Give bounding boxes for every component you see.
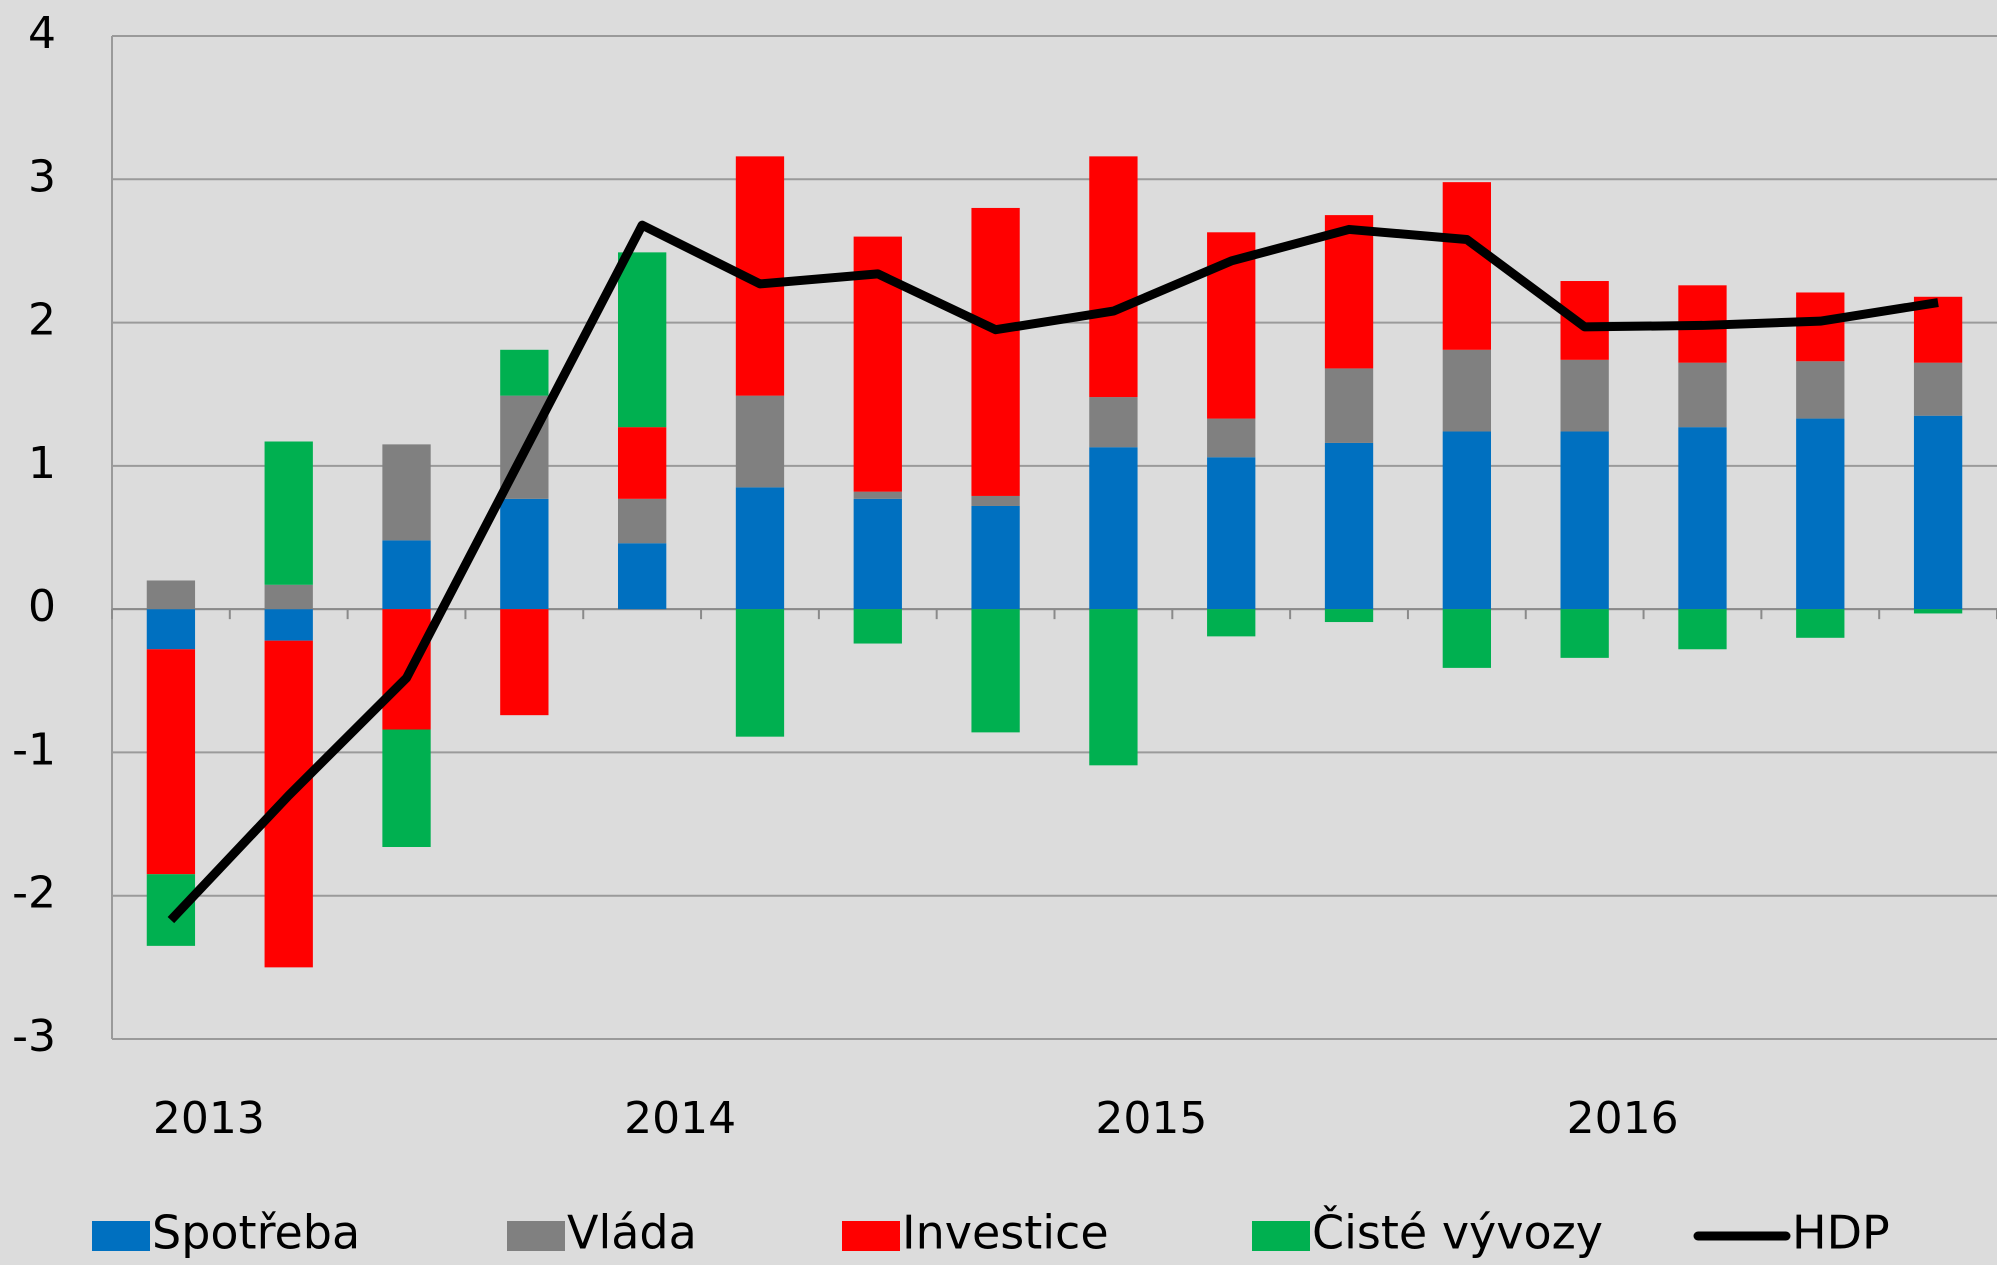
legend-label: Vláda [567, 1206, 697, 1260]
bar-segment [1678, 362, 1727, 428]
bar-segment [1207, 418, 1256, 458]
bar-segment [1207, 457, 1256, 610]
bar-segment [1442, 182, 1491, 350]
legend-label: Investice [902, 1206, 1109, 1260]
bar-segment [1324, 442, 1374, 610]
bar-segment [1796, 609, 1845, 638]
bar-segment [264, 584, 313, 610]
bar-segment [146, 874, 196, 946]
bar-segment [1913, 415, 1963, 610]
bar-segment [1913, 362, 1963, 416]
bar-segment [1560, 431, 1609, 610]
x-tick-label: 2015 [1095, 1093, 1207, 1144]
y-tick-label: 1 [28, 438, 56, 489]
y-tick-label: -1 [12, 724, 56, 775]
bar-segment [264, 640, 313, 968]
bar-segment [1442, 609, 1491, 668]
legend-swatch [1252, 1221, 1310, 1251]
y-tick-label: 3 [28, 151, 56, 202]
y-tick-label: 4 [28, 8, 56, 59]
bar-segment [500, 349, 549, 396]
bar-segment [1207, 609, 1256, 637]
legend-label: Čisté vývozy [1312, 1205, 1603, 1260]
bar-segment [1324, 368, 1374, 443]
bar-segment [500, 498, 549, 610]
bar-segment [146, 609, 196, 650]
bar-segment [500, 609, 549, 716]
bar-segment [618, 252, 667, 428]
bar-segment [1442, 349, 1491, 432]
bar-segment [382, 444, 431, 541]
bar-segment [1796, 292, 1845, 362]
bar-segment [264, 441, 313, 585]
bar-segment [618, 543, 667, 610]
bar-segment [853, 491, 902, 499]
bar-segment [853, 498, 902, 610]
bar-segment [1560, 359, 1609, 432]
bar-segment [1560, 609, 1609, 658]
bar-segment [1442, 431, 1491, 610]
line-series [167, 220, 1939, 924]
legend-swatch [92, 1221, 150, 1251]
legend-swatch [842, 1221, 900, 1251]
bar-segment [1089, 397, 1138, 448]
bar-segment [382, 729, 431, 847]
x-tick-label: 2014 [624, 1093, 736, 1144]
bar-segment [1089, 447, 1138, 610]
bar-segment [971, 609, 1020, 733]
legend-label: Spotřeba [152, 1206, 360, 1260]
legend-label: HDP [1792, 1206, 1890, 1260]
bar-segment [146, 580, 196, 610]
bar-segment [1913, 609, 1963, 614]
bar-segment [971, 207, 1020, 496]
x-tick-label: 2013 [153, 1093, 265, 1144]
bar-segment [1678, 609, 1727, 650]
x-tick-label: 2016 [1567, 1093, 1679, 1144]
bar-segment [382, 540, 431, 610]
bar-segment [971, 495, 1020, 506]
legend-swatch [507, 1221, 565, 1251]
y-tick-label: 2 [28, 295, 56, 346]
bar-segment [618, 498, 667, 544]
bar-segment [1089, 609, 1138, 766]
bar-segment [735, 395, 785, 488]
y-tick-label: 0 [28, 581, 56, 632]
bar-segment [1089, 156, 1138, 398]
bar-segment [853, 609, 902, 644]
bar-segment [1324, 609, 1374, 623]
bar-segment [146, 649, 196, 875]
y-tick-label: -2 [12, 868, 56, 919]
bar-segment [735, 609, 785, 737]
bar-segment [735, 487, 785, 610]
bar-segment [618, 427, 667, 499]
bar-segment [1678, 427, 1727, 610]
bar-segment [1796, 418, 1845, 610]
y-tick-label: -3 [12, 1011, 56, 1062]
bar-segment [1560, 281, 1609, 360]
bar-segment [1796, 361, 1845, 419]
bar-segment [971, 505, 1020, 610]
bar-segment [1324, 215, 1374, 369]
bar-segment [264, 609, 313, 641]
